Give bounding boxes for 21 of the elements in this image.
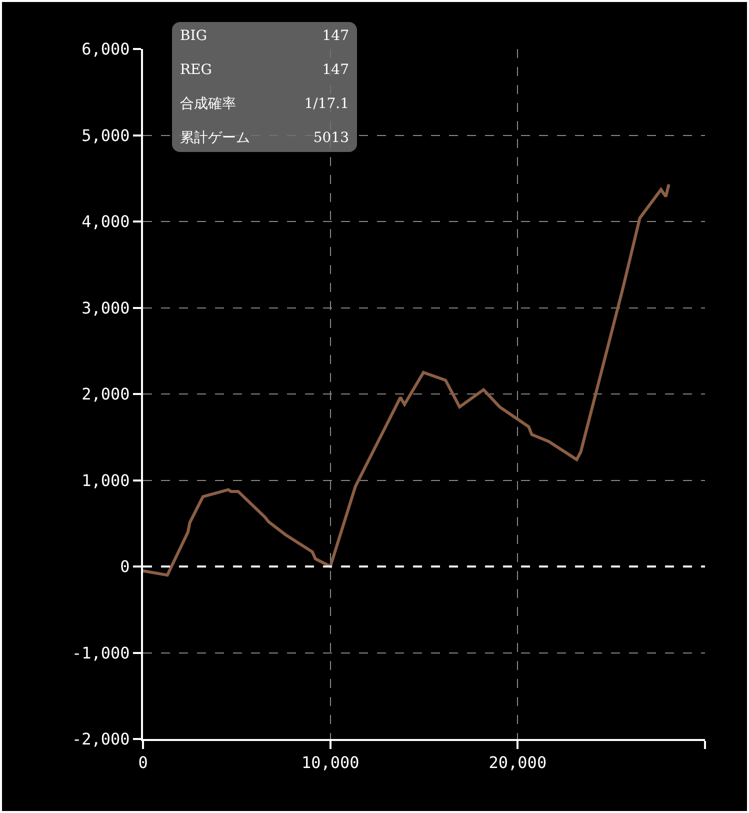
text: BIG	[180, 27, 208, 46]
x-tick-label: 0	[138, 753, 148, 772]
y-tick-label: 2,000	[82, 384, 130, 404]
y-tick-label: -1,000	[72, 643, 130, 662]
y-tick-label: 1,000	[82, 470, 130, 490]
annotation: 1/17.1	[304, 95, 349, 114]
y-tick-label: 6,000	[82, 40, 130, 59]
y-tick-label: 3,000	[82, 298, 130, 318]
y-tick-label: 0	[120, 557, 130, 576]
line-series	[143, 182, 670, 577]
y-tick-label: -2,000	[72, 730, 130, 749]
x-tick-label: 20,000	[488, 753, 547, 772]
y-tick-label: 5,000	[82, 126, 130, 145]
text: 147	[321, 27, 349, 46]
annotation: 5013	[312, 129, 349, 148]
annotation: 147	[321, 61, 349, 80]
annotation: 合成確率	[180, 95, 237, 114]
x-tick-label: 10,000	[301, 753, 360, 772]
y-tick-label: 4,000	[82, 212, 130, 232]
annotation: 累計ゲーム	[180, 129, 251, 148]
annotation: REG	[180, 61, 213, 80]
